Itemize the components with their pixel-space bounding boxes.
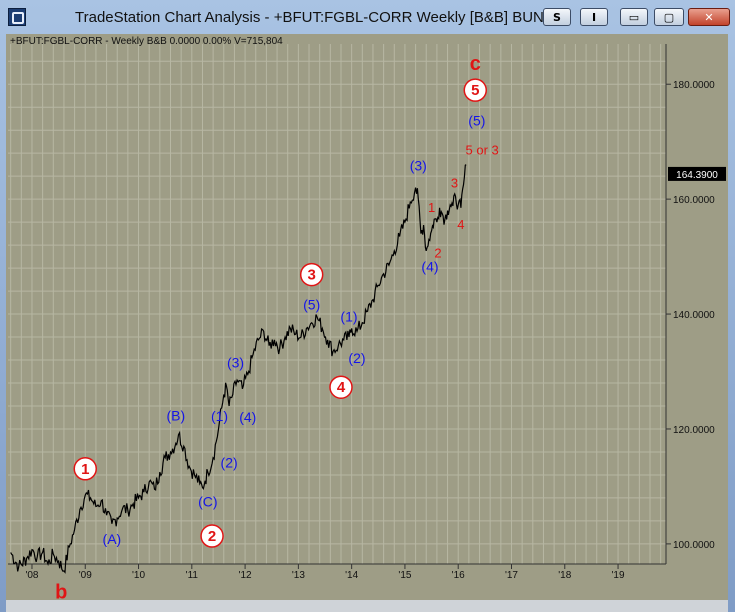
x-tick-label: '09 [79,570,92,581]
wave-label: (C) [198,494,217,510]
x-tick-label: '16 [452,570,465,581]
x-tick-label: '18 [558,570,571,581]
y-tick-label: 180.0000 [673,80,715,91]
wave-label: (2) [221,454,238,470]
wave-label: (A) [103,531,122,547]
last-price-label: 164.3900 [676,170,718,181]
x-tick-label: '11 [186,570,199,581]
tradestation-app-icon[interactable] [8,8,26,26]
wave-label: 5 [471,82,479,99]
title-bar[interactable]: TradeStation Chart Analysis - +BFUT:FGBL… [0,0,735,34]
wave-label: 1 [428,200,435,215]
y-tick-label: 100.0000 [673,540,715,551]
axes: 100.0000 120.0000 140.0000 160.0000 180.0000… [8,44,715,581]
wave-label: 1 [81,461,89,478]
wave-label: (4) [421,259,438,275]
status-bar [6,600,728,612]
chart-header: +BFUT:FGBL-CORR - Weekly B&B 0.0000 0.00… [10,36,283,47]
window-title: TradeStation Chart Analysis - +BFUT:FGBL… [75,9,545,26]
x-tick-label: '17 [505,570,518,581]
wave-circle-marker [329,375,353,399]
wave-label: 5 or 3 [466,142,499,157]
x-tick-label: '13 [292,570,305,581]
wave-annotations: 1(A)b(B)(C)2(2)(1) (4)(3)3(5)(1)(2)4(3)12… [55,53,499,600]
wave-circle-marker [73,457,98,481]
x-tick-label: '19 [612,570,625,581]
wave-circle-marker [299,262,324,287]
wave-label: (3) [410,157,427,173]
wave-label: (5) [303,296,320,312]
wave-label: 4 [337,379,346,396]
price-series-line [10,164,467,574]
x-tick-label: '12 [239,570,252,581]
price-chart[interactable]: 100.0000 120.0000 140.0000 160.0000 180.0000… [6,34,728,600]
y-tick-label: 160.0000 [673,195,715,206]
wave-label: (3) [227,354,244,370]
chart-area[interactable]: 100.0000 120.0000 140.0000 160.0000 180.0000… [6,34,728,600]
wave-label: 2 [434,246,441,261]
wave-circle-marker [200,524,224,548]
wave-label: 4 [457,217,464,232]
wave-label: (2) [348,350,365,366]
y-tick-label: 140.0000 [673,310,715,321]
wave-label: 3 [451,176,458,191]
close-button[interactable]: ✕ [688,8,730,26]
wave-label: (B) [166,407,185,423]
wave-label: c [470,53,481,75]
wave-label: (5) [468,113,485,129]
x-tick-label: '14 [345,570,358,581]
x-tick-label: '15 [398,570,411,581]
wave-label: 3 [308,267,316,284]
grid-lines [8,44,666,564]
x-tick-label: '10 [132,570,145,581]
wave-label: (1) [340,309,357,325]
wave-label: (1) [211,408,228,424]
y-tick-label: 120.0000 [673,425,715,436]
wave-circle-marker [463,78,488,102]
maximize-button[interactable]: ▢ [654,8,684,26]
wave-label: 2 [208,528,216,545]
wave-label: (4) [239,409,256,425]
wave-label: b [55,581,67,600]
last-price-box [668,166,726,181]
last-price-tag: 164.3900 [668,166,726,181]
minimize-button[interactable]: ▭ [620,8,648,26]
i-menu-button[interactable]: I [580,8,608,26]
s-menu-button[interactable]: S [543,8,571,26]
x-tick-label: '08 [25,570,38,581]
